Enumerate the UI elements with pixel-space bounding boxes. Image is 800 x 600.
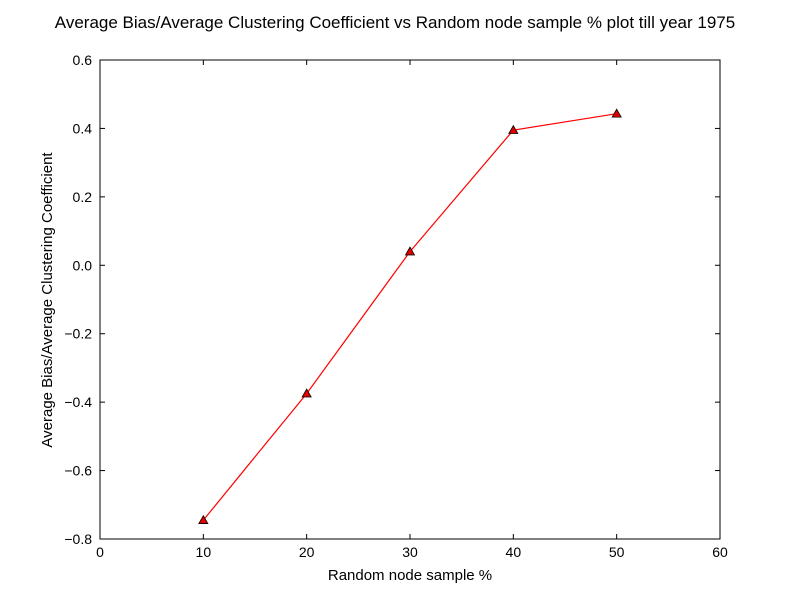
data-point-marker — [404, 246, 416, 256]
y-axis-ticks: −0.8 −0.6 −0.4 −0.2 0.0 0.2 0.4 0.6 — [64, 52, 720, 547]
y-tick-label: −0.4 — [64, 394, 92, 410]
plot-frame — [99, 59, 721, 540]
x-axis-label: Random node sample % — [328, 567, 492, 584]
series-line — [202, 113, 617, 521]
data-point-marker — [198, 514, 209, 524]
y-tick-label: 0.0 — [73, 257, 93, 273]
x-tick-label: 50 — [609, 544, 625, 560]
x-tick-label: 0 — [96, 544, 104, 560]
y-tick-label: 0.4 — [73, 120, 93, 136]
y-tick-label: −0.8 — [64, 531, 92, 547]
x-tick-label: 30 — [402, 544, 418, 560]
x-tick-label: 10 — [196, 544, 212, 560]
data-point-marker — [611, 108, 622, 118]
y-axis-label: Average Bias/Average Clustering Coeffici… — [39, 152, 56, 448]
x-axis-ticks: 0 10 20 30 40 50 60 — [96, 60, 728, 560]
y-tick-label: −0.6 — [64, 463, 92, 479]
data-point-marker — [301, 388, 312, 398]
data-point-marker — [508, 124, 519, 134]
x-tick-label: 20 — [299, 544, 315, 560]
x-tick-label: 40 — [506, 544, 522, 560]
y-tick-label: 0.6 — [73, 52, 93, 68]
chart-title: Average Bias/Average Clustering Coeffici… — [55, 13, 735, 32]
y-tick-label: 0.2 — [73, 189, 93, 205]
y-tick-label: −0.2 — [64, 326, 92, 342]
series-group — [198, 108, 622, 524]
x-tick-label: 60 — [712, 544, 728, 560]
